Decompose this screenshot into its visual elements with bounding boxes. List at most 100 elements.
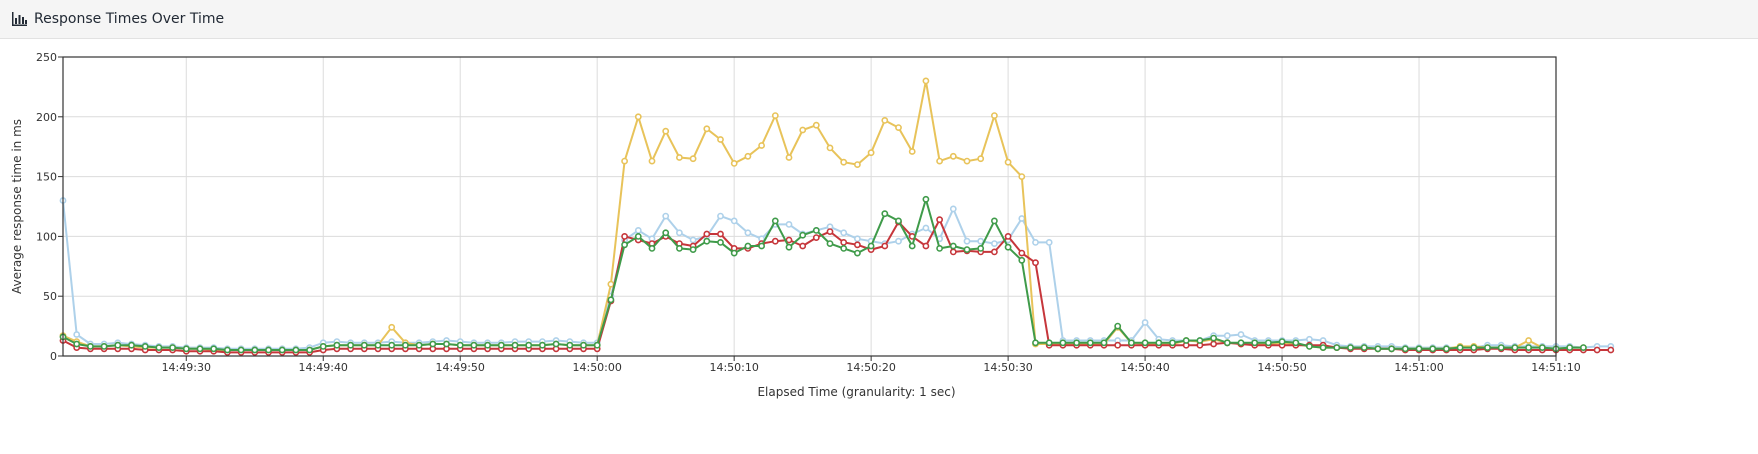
data-point[interactable] <box>799 242 807 250</box>
data-point[interactable] <box>812 234 820 241</box>
data-point[interactable] <box>1032 259 1039 267</box>
data-point[interactable] <box>1388 345 1395 353</box>
data-point[interactable] <box>634 226 642 234</box>
data-point[interactable] <box>1004 158 1012 166</box>
data-point[interactable] <box>1443 345 1450 353</box>
data-point[interactable] <box>744 229 752 237</box>
data-point[interactable] <box>374 341 382 349</box>
data-point[interactable] <box>210 345 218 353</box>
data-point[interactable] <box>347 341 354 349</box>
data-point[interactable] <box>251 346 259 354</box>
data-point[interactable] <box>936 216 943 224</box>
data-point[interactable] <box>991 217 998 225</box>
data-point[interactable] <box>717 238 724 246</box>
data-point[interactable] <box>1100 339 1108 347</box>
data-point[interactable] <box>963 237 971 245</box>
data-point[interactable] <box>1429 345 1437 353</box>
data-point[interactable] <box>799 126 807 134</box>
data-point[interactable] <box>1032 339 1039 347</box>
data-point[interactable] <box>319 342 327 350</box>
data-point[interactable] <box>977 244 985 252</box>
data-point[interactable] <box>593 341 601 349</box>
data-point[interactable] <box>1155 339 1163 347</box>
data-point[interactable] <box>771 217 779 225</box>
data-point[interactable] <box>634 113 642 121</box>
data-point[interactable] <box>182 345 190 353</box>
data-point[interactable] <box>607 296 615 304</box>
data-point[interactable] <box>908 148 916 155</box>
data-point[interactable] <box>922 242 930 250</box>
data-point[interactable] <box>1525 344 1532 351</box>
data-point[interactable] <box>278 346 286 354</box>
data-point[interactable] <box>812 226 820 234</box>
data-point[interactable] <box>854 249 861 257</box>
data-point[interactable] <box>648 157 656 165</box>
data-point[interactable] <box>854 241 861 249</box>
data-point[interactable] <box>676 229 683 237</box>
data-point[interactable] <box>1401 345 1409 353</box>
data-point[interactable] <box>949 248 957 256</box>
data-point[interactable] <box>689 155 697 163</box>
data-point[interactable] <box>1580 344 1587 351</box>
data-point[interactable] <box>552 340 560 348</box>
data-point[interactable] <box>785 220 793 228</box>
data-point[interactable] <box>388 341 396 349</box>
data-point[interactable] <box>812 121 820 129</box>
data-point[interactable] <box>949 205 957 213</box>
data-point[interactable] <box>676 244 683 252</box>
data-point[interactable] <box>922 224 930 232</box>
data-point[interactable] <box>1073 339 1080 347</box>
data-point[interactable] <box>566 341 574 349</box>
data-point[interactable] <box>758 242 765 250</box>
data-point[interactable] <box>415 341 423 349</box>
data-point[interactable] <box>648 244 656 252</box>
data-point[interactable] <box>484 341 491 349</box>
data-point[interactable] <box>1128 339 1135 347</box>
data-point[interactable] <box>717 212 724 220</box>
data-point[interactable] <box>73 340 81 348</box>
data-point[interactable] <box>306 346 313 354</box>
data-point[interactable] <box>717 136 724 143</box>
data-point[interactable] <box>333 341 341 349</box>
data-point[interactable] <box>621 232 628 240</box>
data-point[interactable] <box>689 246 697 253</box>
data-point[interactable] <box>867 149 875 157</box>
data-point[interactable] <box>730 249 738 257</box>
data-point[interactable] <box>1237 339 1245 347</box>
data-point[interactable] <box>840 158 848 166</box>
data-point[interactable] <box>580 341 587 349</box>
data-point[interactable] <box>895 217 902 225</box>
data-point[interactable] <box>456 341 464 349</box>
data-point[interactable] <box>237 346 245 354</box>
data-point[interactable] <box>676 154 683 161</box>
data-point[interactable] <box>1497 344 1505 351</box>
data-point[interactable] <box>1278 338 1286 345</box>
data-point[interactable] <box>854 235 861 243</box>
data-point[interactable] <box>922 195 930 203</box>
data-point[interactable] <box>717 230 724 238</box>
data-point[interactable] <box>169 344 176 351</box>
data-point[interactable] <box>1114 322 1122 330</box>
data-point[interactable] <box>100 342 108 350</box>
data-point[interactable] <box>223 346 231 354</box>
data-point[interactable] <box>87 342 94 350</box>
data-point[interactable] <box>991 248 998 256</box>
data-point[interactable] <box>771 112 779 119</box>
data-point[interactable] <box>826 228 834 235</box>
data-point[interactable] <box>1169 339 1176 347</box>
data-point[interactable] <box>895 124 902 131</box>
data-point[interactable] <box>1223 332 1231 340</box>
data-point[interactable] <box>1045 339 1053 347</box>
data-point[interactable] <box>1538 344 1546 351</box>
data-point[interactable] <box>401 341 409 349</box>
data-point[interactable] <box>730 160 738 167</box>
data-point[interactable] <box>196 345 204 353</box>
data-point[interactable] <box>1004 243 1012 251</box>
data-point[interactable] <box>443 340 450 348</box>
data-point[interactable] <box>881 117 889 124</box>
data-point[interactable] <box>1032 238 1039 246</box>
data-point[interactable] <box>621 157 628 165</box>
data-point[interactable] <box>771 237 779 245</box>
data-point[interactable] <box>155 344 163 351</box>
data-point[interactable] <box>1018 215 1026 222</box>
